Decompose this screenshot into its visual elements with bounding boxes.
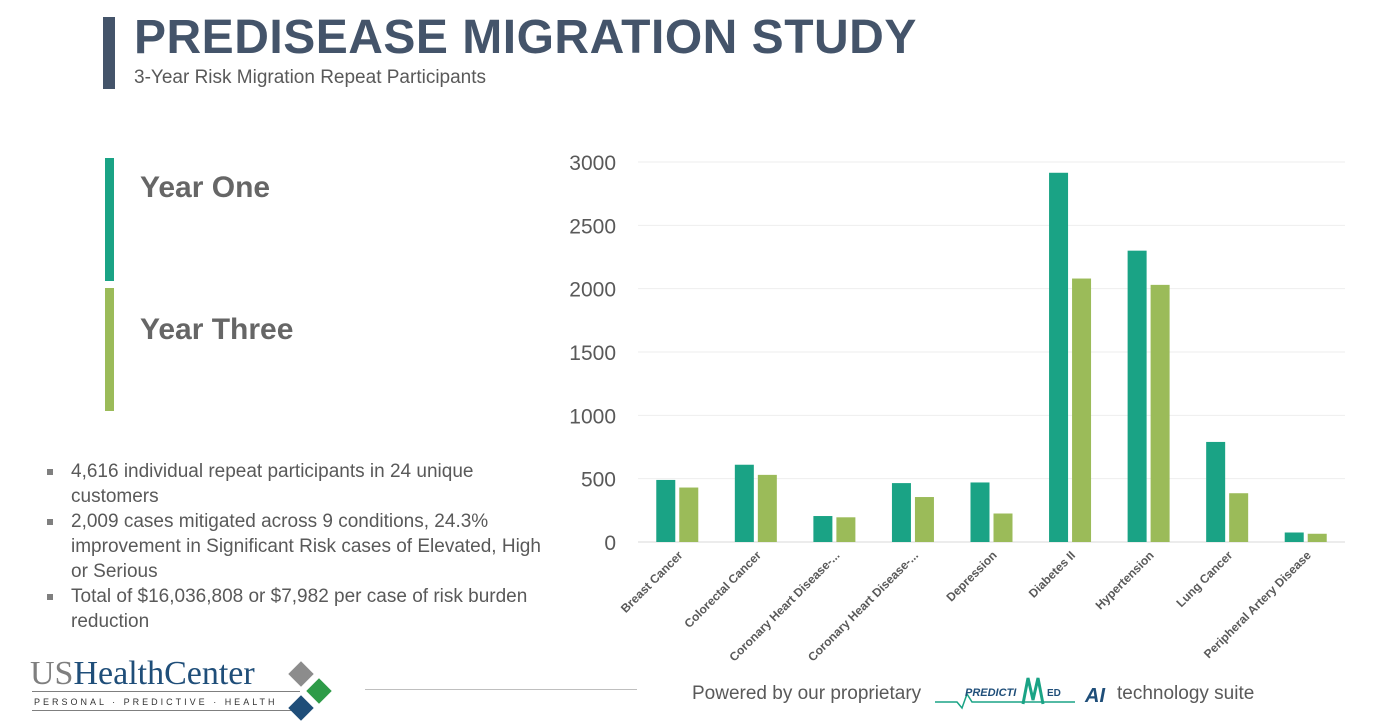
heartbeat-line-icon <box>935 692 1075 710</box>
page-title: PREDISEASE MIGRATION STUDY <box>134 11 917 64</box>
bar-year-three <box>757 474 777 542</box>
bullet-item: 2,009 cases mitigated across 9 condition… <box>45 509 545 584</box>
y-tick-label: 500 <box>581 469 616 492</box>
bar-year-three <box>1150 284 1170 542</box>
bar-year-three <box>836 517 856 542</box>
bar-year-three <box>993 513 1013 542</box>
logo-name-text: HealthCenter <box>73 655 255 692</box>
logo-diamond-grey-icon <box>288 661 314 687</box>
pm-logo-m-icon <box>1021 677 1045 705</box>
bar-year-one <box>734 464 754 542</box>
pm-logo-text-mid: ED <box>1047 688 1061 699</box>
legend-label-year-one: Year One <box>140 171 271 204</box>
legend-label-year-three: Year Three <box>140 313 294 346</box>
x-tick-label: Diabetes II <box>1026 548 1078 600</box>
logo-wordmark: USHealthCenter <box>30 655 255 693</box>
x-tick-label: Lung Cancer <box>1174 548 1236 610</box>
y-tick-label: 1500 <box>569 342 616 365</box>
y-tick-label: 1000 <box>569 405 616 428</box>
bullet-item: Total of $16,036,808 or $7,982 per case … <box>45 584 545 634</box>
summary-bullet-list: 4,616 individual repeat participants in … <box>45 459 545 634</box>
logo-diamond-blue-icon <box>288 695 314 721</box>
legend-swatch-year-one <box>105 158 114 281</box>
y-tick-label: 0 <box>604 532 616 555</box>
us-healthcenter-logo: USHealthCenter PERSONAL · PREDICTIVE · H… <box>30 655 340 723</box>
powered-by-text: Powered by our proprietary <box>692 683 922 704</box>
logo-us-text: US <box>30 655 74 692</box>
x-tick-label: Hypertension <box>1093 548 1157 612</box>
legend-swatch-year-three <box>105 288 114 411</box>
bar-year-three <box>1072 278 1092 542</box>
bar-year-one <box>970 482 990 542</box>
bar-year-one <box>1049 172 1069 542</box>
bar-year-one <box>813 516 833 542</box>
bar-year-three <box>1229 493 1249 542</box>
predictimed-ai-logo: PREDICTI ED AI <box>935 677 1105 710</box>
bar-chart: 0 500 1000 1500 2000 2500 3000 Breast CancerCol… <box>569 152 1345 664</box>
y-tick-label: 2000 <box>569 279 616 302</box>
pm-logo-text-left: PREDICTI <box>965 687 1017 699</box>
logo-rule <box>32 691 300 692</box>
logo-rule <box>32 710 300 711</box>
logo-diamond-green-icon <box>306 678 332 704</box>
bar-year-one <box>656 479 676 542</box>
x-tick-label: Breast Cancer <box>618 548 686 616</box>
title-accent-bar <box>103 17 115 89</box>
bar-year-three <box>1307 533 1327 542</box>
x-tick-label: Depression <box>944 548 1000 604</box>
y-tick-label: 3000 <box>569 152 616 175</box>
technology-suite-text: technology suite <box>1117 683 1255 704</box>
bar-year-one <box>1284 532 1304 542</box>
bullet-item: 4,616 individual repeat participants in … <box>45 459 545 509</box>
pm-logo-text-ai: AI <box>1084 685 1105 707</box>
y-tick-label: 2500 <box>569 215 616 238</box>
bar-year-three <box>914 497 934 542</box>
logo-tagline: PERSONAL · PREDICTIVE · HEALTH <box>34 697 278 707</box>
bar-year-three <box>679 487 699 542</box>
bar-year-one <box>1206 441 1226 542</box>
page-subtitle: 3-Year Risk Migration Repeat Participant… <box>134 67 487 88</box>
x-tick-label: Colorectal Cancer <box>681 548 764 631</box>
bar-year-one <box>1127 250 1147 542</box>
bar-year-one <box>891 483 911 542</box>
footer-divider <box>365 689 637 690</box>
